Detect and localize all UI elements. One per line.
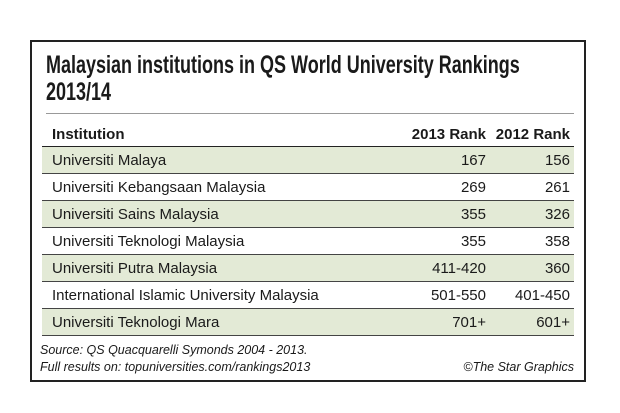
rank-cell: 261 (544, 179, 570, 196)
column-header: Institution (52, 126, 125, 143)
table: Institution 2013 Rank 2012 Rank Universiti … (42, 121, 574, 336)
rank-cell: 358 (544, 233, 570, 250)
source-line: Source: QS Quacquarelli Symonds 2004 - 2… (40, 343, 308, 357)
institution-cell: Universiti Teknologi Malaysia (52, 233, 245, 250)
rank-cell: 601+ (536, 314, 570, 331)
credit: ©The Star Graphics (463, 360, 574, 374)
institution-cell: Universiti Malaya (52, 152, 167, 169)
table-row: Universiti Teknologi Malaysia 355 358 (42, 228, 574, 255)
infographic-box: Malaysian institutions in QS World Unive… (30, 40, 586, 382)
rank-cell: 401-450 (514, 287, 570, 304)
rank-cell: 355 (460, 233, 486, 250)
rank-cell: 360 (544, 260, 570, 277)
table-row: International Islamic University Malaysi… (42, 282, 574, 309)
institution-cell: Universiti Kebangsaan Malaysia (52, 179, 266, 196)
table-row: Universiti Kebangsaan Malaysia 269 261 (42, 174, 574, 201)
institution-cell: Universiti Teknologi Mara (52, 314, 220, 331)
column-header: 2012 Rank (495, 126, 570, 143)
rank-cell: 156 (544, 152, 570, 169)
source-line: Full results on: topuniversities.com/ran… (40, 360, 311, 374)
table-row: Universiti Teknologi Mara 701+ 601+ (42, 309, 574, 336)
table-row: Universiti Malaya 167 156 (42, 147, 574, 174)
divider (46, 113, 574, 114)
rank-cell: 501-550 (430, 287, 486, 304)
rank-cell: 355 (460, 206, 486, 223)
table-row: Universiti Sains Malaysia 355 326 (42, 201, 574, 228)
rank-cell: 269 (460, 179, 486, 196)
table-row: Universiti Putra Malaysia 411-420 360 (42, 255, 574, 282)
column-header: 2013 Rank (411, 126, 486, 143)
institution-cell: Universiti Putra Malaysia (52, 260, 218, 277)
institution-cell: Universiti Sains Malaysia (52, 206, 219, 223)
rank-cell: 167 (460, 152, 486, 169)
institution-cell: International Islamic University Malaysi… (52, 287, 319, 304)
header-row: Institution 2013 Rank 2012 Rank (42, 121, 574, 147)
rank-cell: 701+ (452, 314, 486, 331)
rank-cell: 326 (544, 206, 570, 223)
rank-cell: 411-420 (432, 260, 486, 277)
title: Malaysian institutions in QS World Unive… (46, 51, 520, 106)
